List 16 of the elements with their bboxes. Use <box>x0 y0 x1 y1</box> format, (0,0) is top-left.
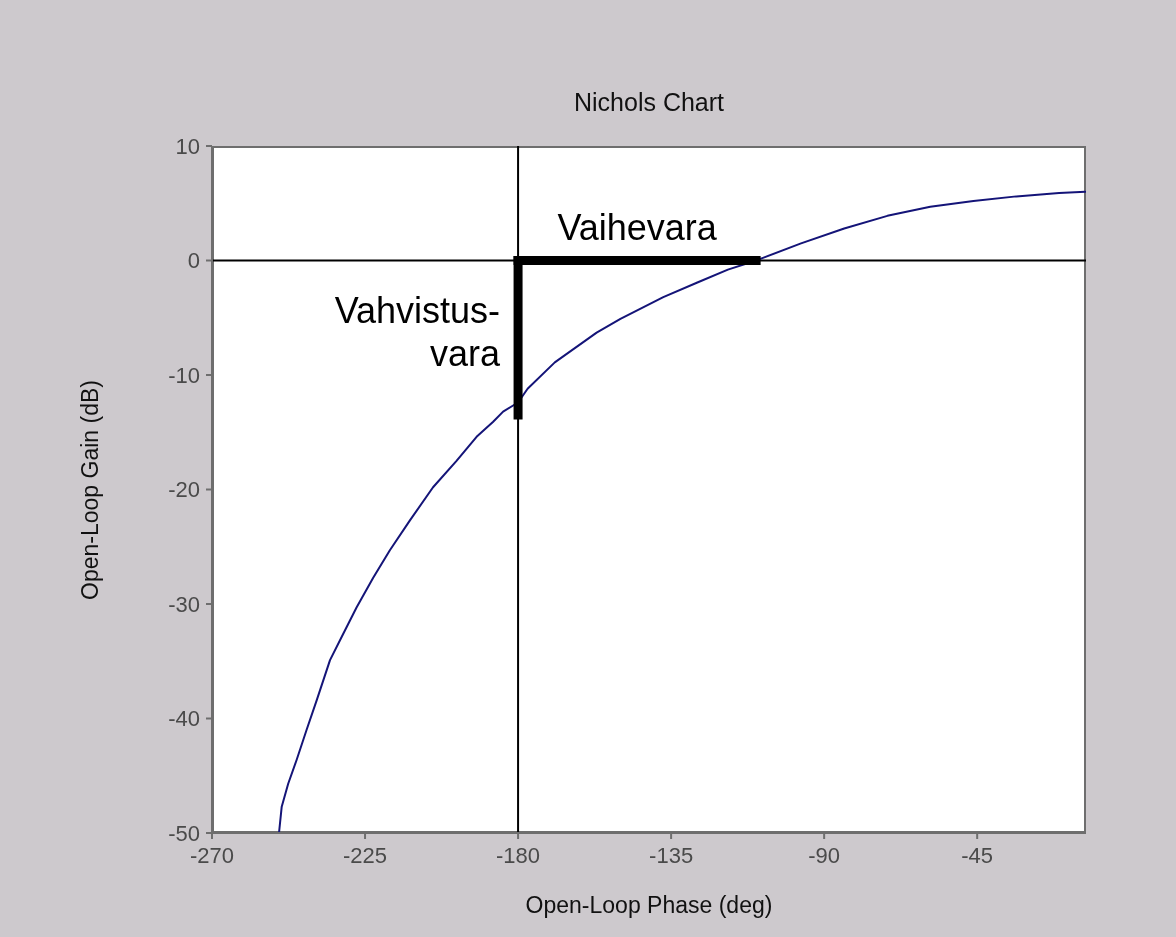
series-label: Vaihevara <box>557 205 717 249</box>
chart-title: Nichols Chart <box>573 87 725 117</box>
y-tick-label: -20 <box>168 477 200 503</box>
x-tick-label: -225 <box>343 842 388 868</box>
x-axis-title: Open-Loop Phase (deg) <box>525 891 773 919</box>
x-tick-label: -90 <box>808 842 841 868</box>
y-tick-label: -40 <box>168 706 200 732</box>
y-axis-title: Open-Loop Gain (dB) <box>76 379 104 600</box>
y-tick-label: -10 <box>168 362 200 388</box>
x-tick-label: -45 <box>961 842 994 868</box>
series-label: Vahvistus- vara <box>334 288 501 375</box>
y-tick-label: 0 <box>187 248 200 274</box>
y-tick-label: -30 <box>168 591 200 617</box>
x-tick-label: -135 <box>649 842 694 868</box>
x-tick-label: -180 <box>496 842 541 868</box>
y-tick-label: 10 <box>175 133 200 159</box>
